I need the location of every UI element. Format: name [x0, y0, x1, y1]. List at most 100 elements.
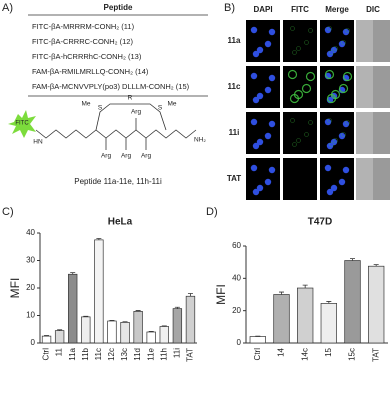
- error-bar: [96, 238, 102, 240]
- x-tick-label: 14: [277, 347, 286, 356]
- fitc-signal: [308, 28, 313, 33]
- nucleus: [256, 46, 264, 54]
- x-tick-label: 11c: [94, 348, 103, 360]
- nucleus: [264, 40, 272, 48]
- y-tick-label: 0: [31, 338, 36, 347]
- error-bar: [279, 291, 284, 295]
- row-label: 11c: [228, 82, 241, 91]
- nucleus: [342, 166, 350, 174]
- row-label: 11a: [228, 36, 241, 45]
- nucleus: [250, 164, 258, 172]
- error-bar: [187, 293, 193, 297]
- fluor-image: [246, 20, 280, 62]
- y-tick-label: 10: [26, 311, 35, 320]
- x-tick-label: 11i: [172, 348, 181, 358]
- y-axis-label: MFI: [8, 278, 22, 299]
- fitc-signal: [342, 71, 353, 82]
- fitc-signal: [305, 71, 316, 82]
- nucleus: [250, 72, 258, 80]
- table-row: FITC-βA-MRRRM-CONH₂ (11): [32, 22, 135, 31]
- error-bar: [122, 321, 128, 323]
- nucleus: [324, 164, 332, 172]
- error-bar: [350, 258, 355, 261]
- row-label: 11i: [229, 128, 240, 137]
- chart-title: T47D: [308, 217, 332, 228]
- error-bar: [44, 335, 50, 337]
- fitc-signal: [345, 28, 350, 33]
- fitc-signal: [289, 93, 300, 104]
- fitc-signal: [304, 40, 309, 45]
- x-tick-label: 15: [324, 347, 333, 356]
- nucleus: [256, 184, 264, 192]
- bar: [344, 260, 361, 344]
- x-tick-label: TAT: [371, 348, 380, 362]
- fitc-star: [8, 110, 36, 138]
- nucleus: [250, 118, 258, 126]
- x-tick-label: 11e: [146, 347, 155, 360]
- structure-label: Arg: [141, 153, 152, 160]
- panel-label: B): [224, 2, 235, 14]
- bar: [159, 326, 169, 344]
- fluor-image: [283, 20, 317, 62]
- structure-label: Arg: [121, 153, 132, 160]
- bar: [146, 331, 156, 344]
- bar: [320, 303, 337, 344]
- structure-label: FITC: [15, 121, 29, 127]
- error-bar: [109, 320, 115, 321]
- row-label: TAT: [227, 174, 241, 183]
- nucleus: [264, 178, 272, 186]
- x-tick-label: 14c: [300, 348, 309, 361]
- fitc-signal: [292, 50, 297, 55]
- error-bar: [83, 315, 89, 317]
- bar: [273, 294, 290, 344]
- error-bar: [326, 301, 332, 304]
- nucleus: [256, 138, 264, 146]
- x-tick-label: Ctrl: [42, 348, 51, 361]
- nucleus: [264, 132, 272, 140]
- x-tick-label: 12c: [107, 348, 116, 361]
- nucleus: [268, 74, 276, 82]
- y-tick-label: 20: [232, 306, 241, 315]
- fitc-signal: [308, 120, 313, 125]
- fitc-signal: [341, 40, 346, 45]
- nucleus: [268, 120, 276, 128]
- x-tick-label: 11b: [81, 347, 90, 360]
- error-bar: [148, 331, 154, 332]
- error-bar: [57, 329, 63, 331]
- fitc-signal: [290, 118, 295, 123]
- fitc-signal: [326, 93, 337, 104]
- dic-shade: [356, 158, 373, 200]
- fitc-signal: [333, 138, 338, 143]
- fitc-signal: [324, 69, 335, 80]
- nucleus: [256, 92, 264, 100]
- fluor-image: [283, 112, 317, 154]
- column-header: Merge: [325, 5, 349, 14]
- x-tick-label: TAT: [186, 348, 195, 362]
- structure-label: Arg: [101, 153, 112, 160]
- structure-label: S: [158, 105, 163, 112]
- y-tick-label: 40: [232, 273, 241, 282]
- structure-label: Me: [81, 101, 90, 108]
- structure-label: R: [128, 95, 133, 102]
- y-tick-label: 0: [237, 338, 242, 347]
- structure-label: HN: [33, 139, 43, 146]
- structure-label: NH₂: [194, 137, 206, 144]
- x-tick-label: 11h: [159, 348, 168, 361]
- nucleus: [268, 28, 276, 36]
- nucleus: [252, 188, 260, 196]
- fitc-signal: [304, 132, 309, 137]
- y-tick-label: 40: [26, 228, 35, 237]
- dic-shade: [356, 20, 373, 62]
- error-bar: [161, 325, 167, 327]
- dic-shade: [356, 112, 373, 154]
- table-header: Peptide: [104, 3, 133, 12]
- bar: [249, 336, 266, 344]
- panel-label: C): [2, 206, 14, 218]
- nucleus: [264, 86, 272, 94]
- fluor-image: [320, 112, 354, 154]
- bar: [81, 316, 91, 344]
- nucleus: [338, 178, 346, 186]
- table-row: FAM-βA-RMILMRLLQ-CONH₂ (14): [32, 67, 149, 76]
- fitc-signal: [296, 138, 301, 143]
